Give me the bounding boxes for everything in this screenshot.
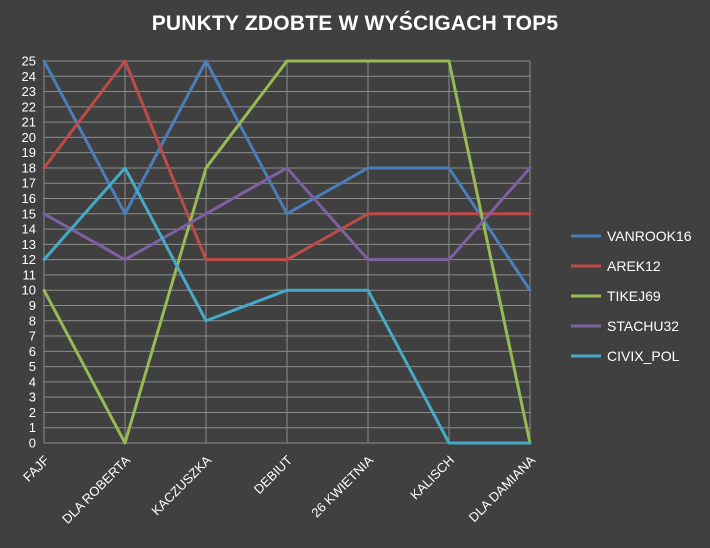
y-tick-label: 0 — [29, 436, 36, 451]
legend: VANROOK16 AREK12 TIKEJ69 STACHU32 CIVIX_POL — [571, 228, 692, 364]
legend-label: AREK12 — [607, 258, 661, 274]
x-axis-ticks: FAJF DLA ROBERTA KACZUSZKA DEBIUT 26 KWIETNI… — [20, 452, 538, 526]
x-tick-label: DLA DAMIANA — [466, 452, 539, 525]
y-axis-ticks: 0123456789101112131415161718192021222324… — [22, 54, 36, 451]
y-tick-label: 15 — [22, 206, 36, 221]
y-tick-label: 13 — [22, 237, 36, 252]
x-tick-label: 26 KWIETNIA — [308, 452, 376, 520]
y-tick-label: 22 — [22, 99, 36, 114]
y-tick-label: 2 — [29, 405, 36, 420]
y-tick-label: 17 — [22, 176, 36, 191]
x-tick-label: FAJF — [20, 452, 52, 484]
y-tick-label: 21 — [22, 115, 36, 130]
y-tick-label: 7 — [29, 329, 36, 344]
y-tick-label: 9 — [29, 298, 36, 313]
y-tick-label: 16 — [22, 191, 36, 206]
series-line-civix-pol — [42, 166, 532, 445]
legend-label: CIVIX_POL — [607, 348, 680, 364]
y-tick-label: 3 — [29, 390, 36, 405]
y-tick-label: 1 — [29, 420, 36, 435]
x-tick-label: KALISCH — [407, 453, 457, 503]
y-tick-label: 10 — [22, 283, 36, 298]
y-tick-label: 6 — [29, 344, 36, 359]
y-tick-label: 20 — [22, 130, 36, 145]
legend-label: STACHU32 — [607, 318, 679, 334]
legend-label: TIKEJ69 — [607, 288, 661, 304]
series-line-arek12 — [42, 59, 532, 262]
chart-title: PUNKTY ZDOBTE W WYŚCIGACH TOP5 — [151, 12, 559, 35]
y-tick-label: 24 — [22, 69, 36, 84]
y-tick-label: 23 — [22, 84, 36, 99]
y-tick-label: 14 — [22, 222, 36, 237]
x-tick-label: DLA ROBERTA — [59, 452, 133, 526]
series-line-tikej69 — [42, 59, 532, 445]
series-line-stachu32 — [42, 166, 532, 262]
y-tick-label: 5 — [29, 359, 36, 374]
x-tick-label: KACZUSZKA — [148, 452, 214, 518]
y-tick-label: 12 — [22, 252, 36, 267]
legend-label: VANROOK16 — [607, 228, 692, 244]
y-tick-label: 11 — [23, 267, 37, 282]
y-tick-label: 18 — [22, 160, 36, 175]
x-tick-label: DEBIUT — [251, 452, 295, 496]
series-lines — [42, 59, 532, 445]
y-tick-label: 4 — [29, 374, 36, 389]
series-line-vanrook16 — [42, 59, 532, 292]
y-tick-label: 25 — [22, 54, 36, 69]
y-tick-label: 19 — [22, 145, 36, 160]
y-tick-label: 8 — [29, 313, 36, 328]
